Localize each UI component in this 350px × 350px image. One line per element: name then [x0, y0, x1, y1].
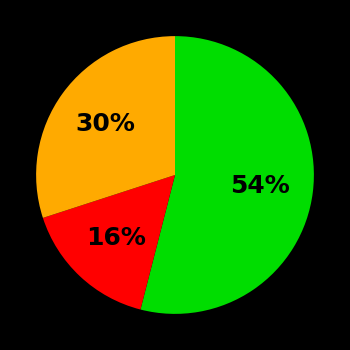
Wedge shape — [43, 175, 175, 309]
Wedge shape — [140, 36, 314, 314]
Text: 16%: 16% — [86, 226, 146, 250]
Text: 54%: 54% — [231, 174, 290, 198]
Text: 30%: 30% — [75, 112, 135, 136]
Wedge shape — [36, 36, 175, 218]
